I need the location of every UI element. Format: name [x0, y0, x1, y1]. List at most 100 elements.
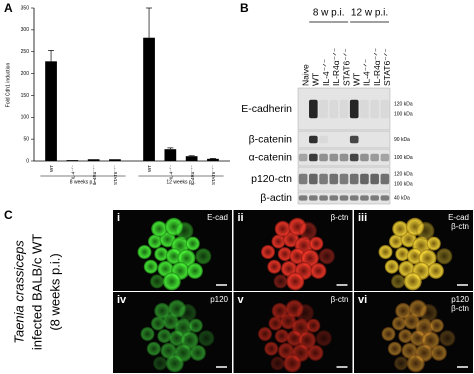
image-numeral: iv [117, 294, 127, 306]
cell [429, 318, 444, 333]
lane-label: STAT6⁻ᐟ⁻ [341, 48, 351, 86]
panel-label: A [4, 1, 13, 15]
channel-tag: β-ctn [331, 213, 349, 222]
blot-band [329, 153, 339, 162]
marker-label: 100 kDa [394, 111, 413, 117]
x-tick-label: STAT6⁻ᐟ⁻ [211, 164, 216, 185]
x-tick-label: IL-4⁻ᐟ⁻ [169, 164, 174, 179]
cell [419, 304, 438, 322]
cell [151, 220, 168, 237]
blot-band [370, 153, 379, 162]
marker-label: 120 kDa [394, 101, 413, 107]
cell [392, 316, 406, 331]
bar [164, 149, 177, 161]
row-label: p120-ctn [251, 173, 292, 185]
y-tick-label: 100 [21, 115, 30, 121]
side-label: Taenia crassiceps [11, 240, 26, 344]
cell [271, 234, 286, 249]
y-tick-label: 50 [23, 136, 29, 142]
cell [406, 354, 425, 373]
side-label: (8 weeks p.i.) [47, 253, 62, 330]
cell [277, 247, 292, 262]
channel-tag: p120 [451, 295, 469, 304]
image-numeral: iii [358, 212, 367, 224]
channel-tag: β-ctn [451, 222, 469, 231]
cell [258, 327, 272, 341]
x-tick-label: WT [49, 165, 54, 172]
cell [389, 234, 403, 249]
cell [427, 262, 444, 279]
cell [140, 327, 155, 341]
x-tick-label: IL-4⁻ᐟ⁻ [71, 164, 76, 179]
row-label: β-catenin [249, 133, 293, 145]
cell [267, 259, 282, 274]
cell [436, 248, 453, 265]
lane-label: WT [311, 73, 321, 86]
lane-label: STAT6⁻ᐟ⁻ [382, 48, 392, 86]
panel-label: C [4, 208, 13, 222]
cell [387, 341, 402, 356]
lane-label: Naive [300, 64, 310, 86]
cell [381, 327, 396, 341]
cell [186, 262, 203, 279]
cell [392, 220, 409, 237]
blot-band [380, 173, 390, 185]
cell [150, 274, 165, 289]
row-label: α-catenin [249, 151, 293, 163]
blot-band [298, 173, 308, 185]
bar [45, 61, 57, 161]
cell [426, 236, 441, 251]
blot-band [319, 153, 328, 162]
blot-band [380, 153, 390, 162]
image-numeral: i [117, 212, 120, 224]
group-label: 8 w p.i. [313, 8, 345, 19]
side-label: infected BALB/c WT [29, 234, 44, 350]
cell [430, 344, 447, 361]
blot-band [329, 173, 339, 185]
cell [175, 222, 194, 240]
blot-band [370, 195, 379, 201]
x-tick-label: WT [147, 165, 152, 172]
blot-strip [297, 130, 391, 149]
y-tick-label: 200 [21, 71, 30, 77]
cell [384, 259, 399, 274]
lane-label: IL-R4α⁻ᐟ⁻ [331, 47, 341, 86]
blot-band [360, 99, 369, 119]
blot-band [349, 173, 359, 185]
lane-label: WT [351, 73, 361, 86]
bar [185, 156, 198, 161]
bar [143, 37, 155, 161]
cell [395, 247, 410, 262]
cell [274, 220, 291, 237]
blot-band [319, 135, 328, 144]
marker-label: 100 kDa [394, 181, 413, 187]
group-label: 12 w p.i. [351, 8, 388, 19]
cell [295, 304, 314, 322]
cell [286, 272, 305, 291]
blot-band [349, 99, 359, 119]
cell [309, 236, 324, 251]
blot-strip [297, 148, 391, 167]
cell [264, 341, 279, 356]
cell [318, 248, 335, 265]
blot-band [380, 99, 390, 119]
blot-band [349, 135, 359, 144]
cell [148, 234, 162, 249]
marker-label: 100 kDa [394, 155, 413, 161]
cell [157, 329, 172, 344]
blot-band [309, 195, 318, 201]
y-axis-label: Fold Cdh1 induction [5, 63, 11, 108]
cell [271, 302, 288, 319]
cell [270, 356, 285, 371]
cell [198, 330, 215, 347]
cell [195, 248, 212, 265]
lane-label: IL-R4α⁻ᐟ⁻ [372, 47, 382, 86]
blot-band [360, 195, 369, 201]
marker-label: 40 kDa [394, 195, 410, 201]
cell [315, 330, 332, 347]
bar [207, 158, 219, 161]
panel-label: B [240, 1, 249, 15]
image-numeral: vi [358, 294, 367, 306]
image-numeral: v [238, 294, 245, 306]
y-tick-label: 0 [26, 158, 29, 164]
